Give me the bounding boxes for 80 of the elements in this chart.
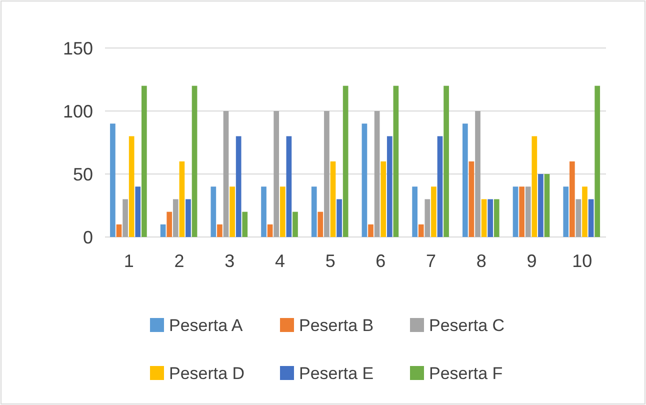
- bar: [532, 136, 538, 237]
- legend-label: Peserta E: [299, 364, 374, 383]
- legend-label: Peserta B: [299, 316, 374, 335]
- bar: [525, 186, 531, 237]
- bar: [192, 86, 198, 237]
- bar: [544, 174, 550, 237]
- bar: [563, 186, 569, 237]
- bar: [179, 161, 185, 237]
- bar: [135, 186, 141, 237]
- bar: [437, 136, 443, 237]
- bar: [468, 161, 474, 237]
- y-tick-label: 50: [72, 164, 93, 184]
- bar: [488, 199, 494, 237]
- bar: [538, 174, 544, 237]
- bar: [122, 199, 128, 237]
- bar: [230, 186, 235, 237]
- bar: [311, 186, 317, 237]
- bar: [569, 161, 575, 237]
- y-tick-label: 150: [62, 38, 93, 58]
- bar: [210, 186, 216, 237]
- bar: [166, 212, 172, 237]
- bar: [519, 186, 524, 237]
- bar: [330, 161, 336, 237]
- bar: [424, 199, 430, 237]
- bar: [110, 124, 116, 237]
- x-tick-label: 4: [274, 251, 285, 271]
- bar: [481, 199, 487, 237]
- bar: [128, 136, 134, 237]
- bar: [588, 199, 594, 237]
- bar: [412, 186, 418, 237]
- bar: [393, 86, 399, 237]
- bar: [217, 224, 222, 237]
- bar: [374, 111, 380, 237]
- bar: [582, 186, 588, 237]
- bar: [286, 136, 292, 237]
- bar: [444, 86, 449, 237]
- legend-label: Peserta C: [429, 316, 505, 335]
- bar: [172, 199, 178, 237]
- bar: [418, 224, 424, 237]
- bar: [274, 111, 280, 237]
- bar: [342, 86, 348, 237]
- bar: [594, 86, 600, 237]
- x-tick-label: 9: [526, 251, 537, 271]
- bar: [142, 86, 147, 237]
- bar: [368, 224, 374, 237]
- bar: [116, 224, 122, 237]
- bar: [475, 111, 480, 237]
- bar: [512, 186, 518, 237]
- bar: [267, 224, 273, 237]
- x-tick-label: 5: [325, 251, 336, 271]
- bar: [386, 136, 392, 237]
- x-tick-label: 6: [376, 251, 386, 271]
- x-tick-label: 7: [426, 251, 436, 271]
- y-tick-label: 100: [62, 101, 93, 122]
- bar: [236, 136, 242, 237]
- bar: [336, 199, 342, 237]
- bar: [494, 199, 500, 237]
- bar: [576, 199, 582, 237]
- legend-label: Peserta A: [169, 316, 244, 335]
- bar: [324, 111, 330, 237]
- x-tick-label: 2: [174, 251, 184, 271]
- bar: [242, 212, 248, 237]
- legend-label: Peserta D: [169, 364, 245, 383]
- bar: [292, 212, 298, 237]
- x-tick-label: 3: [224, 251, 235, 271]
- bar: [160, 224, 166, 237]
- bar: [380, 161, 386, 237]
- bar: [318, 212, 324, 237]
- x-tick-label: 10: [572, 251, 592, 271]
- bar: [261, 186, 266, 237]
- x-tick-label: 8: [476, 251, 486, 271]
- bar: [431, 186, 436, 237]
- bar: [186, 199, 191, 237]
- bar: [280, 186, 286, 237]
- x-tick-label: 1: [124, 251, 134, 271]
- bar: [223, 111, 229, 237]
- bar: [462, 124, 468, 237]
- bar: [362, 124, 368, 237]
- legend-label: Peserta F: [429, 364, 503, 383]
- y-tick-label: 0: [82, 227, 93, 248]
